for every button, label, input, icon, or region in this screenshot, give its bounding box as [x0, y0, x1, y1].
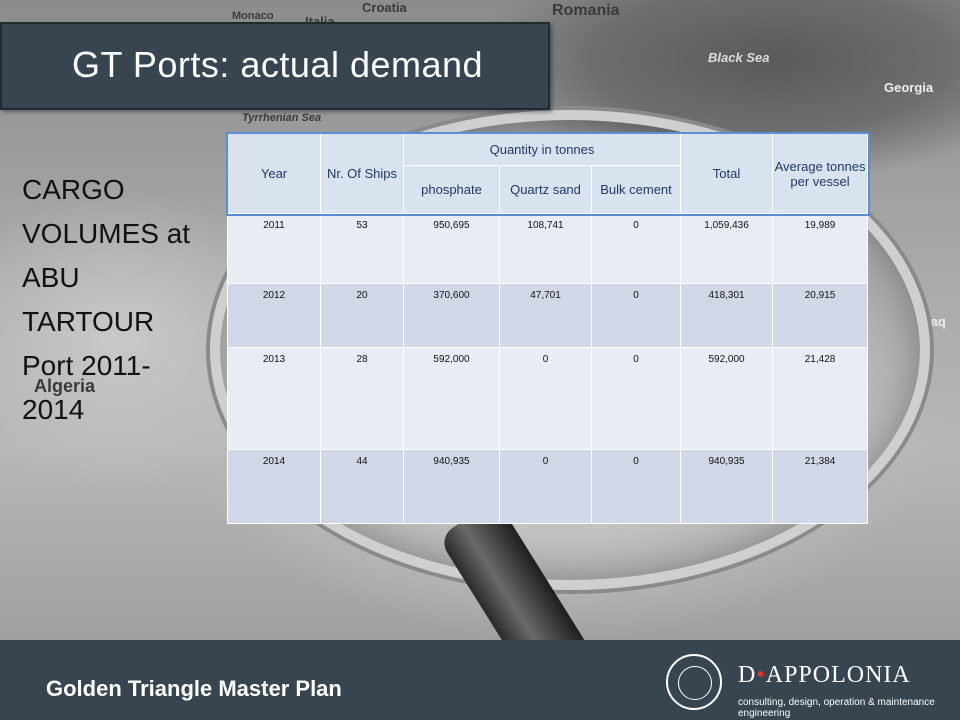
cell-ships: 44	[320, 449, 404, 524]
cell-quartz: 47,701	[499, 283, 592, 348]
cell-average: 20,915	[772, 283, 869, 348]
cell-phosphate: 940,935	[403, 449, 500, 524]
brand-letter: D	[738, 662, 757, 688]
magnifier-lens	[210, 110, 930, 590]
map-label-tyrrhenian: Tyrrhenian Sea	[242, 112, 322, 124]
cell-ships: 20	[320, 283, 404, 348]
cell-quartz: 0	[499, 347, 592, 450]
side-caption: CARGO VOLUMES at ABU TARTOUR Port 2011-2…	[22, 174, 191, 425]
cell-average: 21,384	[772, 449, 869, 524]
cell-phosphate: 592,000	[403, 347, 500, 450]
cell-year: 2011	[227, 213, 321, 284]
brand-name: APPOLONIA	[765, 662, 911, 688]
cell-total: 940,935	[680, 449, 774, 524]
brand-dot-icon: •	[756, 662, 766, 688]
project-name: Golden Triangle Master Plan	[46, 676, 342, 701]
cell-cement: 0	[590, 449, 682, 524]
cell-ships: 53	[320, 213, 404, 284]
rina-seal-logo	[666, 654, 722, 710]
cell-year: 2014	[227, 449, 321, 524]
cell-average: 21,428	[772, 347, 869, 450]
cell-cement: 0	[590, 283, 682, 348]
table-row: 2011 53 950,695 108,741 0 1,059,436 19,9…	[227, 213, 869, 284]
header-total: Total	[680, 133, 774, 214]
map-label-georgia: Georgia	[884, 80, 934, 95]
cell-quartz: 0	[499, 449, 592, 524]
cargo-table-container: Year Nr. Of Ships Quantity in tonnes Tot…	[225, 131, 870, 524]
map-label-black-sea: Black Sea	[708, 50, 770, 65]
seal-emblem-icon	[678, 666, 712, 700]
cell-cement: 0	[590, 213, 682, 284]
cell-year: 2013	[227, 347, 321, 450]
page-title: GT Ports: actual demand	[72, 44, 484, 85]
cell-quartz: 108,741	[499, 213, 592, 284]
header-average: Average tonnes per vessel	[772, 133, 869, 214]
cell-total: 1,059,436	[680, 213, 774, 284]
cargo-volumes-table: Year Nr. Of Ships Quantity in tonnes Tot…	[225, 131, 870, 524]
cell-phosphate: 950,695	[403, 213, 500, 284]
cell-average: 19,989	[772, 213, 869, 284]
table-row: 2012 20 370,600 47,701 0 418,301 20,915	[227, 283, 869, 348]
cell-total: 418,301	[680, 283, 774, 348]
table-header: Year Nr. Of Ships Quantity in tonnes Tot…	[225, 131, 870, 216]
company-tagline: consulting, design, operation & maintena…	[738, 697, 935, 719]
footer-bar: Golden Triangle Master Plan	[0, 640, 960, 720]
header-year: Year	[227, 133, 321, 214]
header-cement: Bulk cement	[590, 165, 682, 214]
company-logo: D•APPOLONIA	[738, 662, 911, 689]
map-label-croatia: Croatia	[362, 0, 407, 15]
cell-year: 2012	[227, 283, 321, 348]
cell-phosphate: 370,600	[403, 283, 500, 348]
cell-ships: 28	[320, 347, 404, 450]
map-label-algeria: Algeria	[34, 376, 96, 396]
map-label-romania: Romania	[552, 2, 620, 19]
table-row: 2013 28 592,000 0 0 592,000 21,428	[227, 347, 869, 450]
header-quantity: Quantity in tonnes	[402, 133, 682, 166]
cell-cement: 0	[590, 347, 682, 450]
header-quartz: Quartz sand	[499, 165, 592, 214]
title-bar: GT Ports: actual demand	[0, 22, 550, 110]
table-row: 2014 44 940,935 0 0 940,935 21,384	[227, 449, 869, 524]
header-ships: Nr. Of Ships	[320, 133, 404, 214]
map-label-monaco: Monaco	[232, 10, 274, 22]
header-phosphate: phosphate	[403, 165, 500, 214]
cell-total: 592,000	[680, 347, 774, 450]
